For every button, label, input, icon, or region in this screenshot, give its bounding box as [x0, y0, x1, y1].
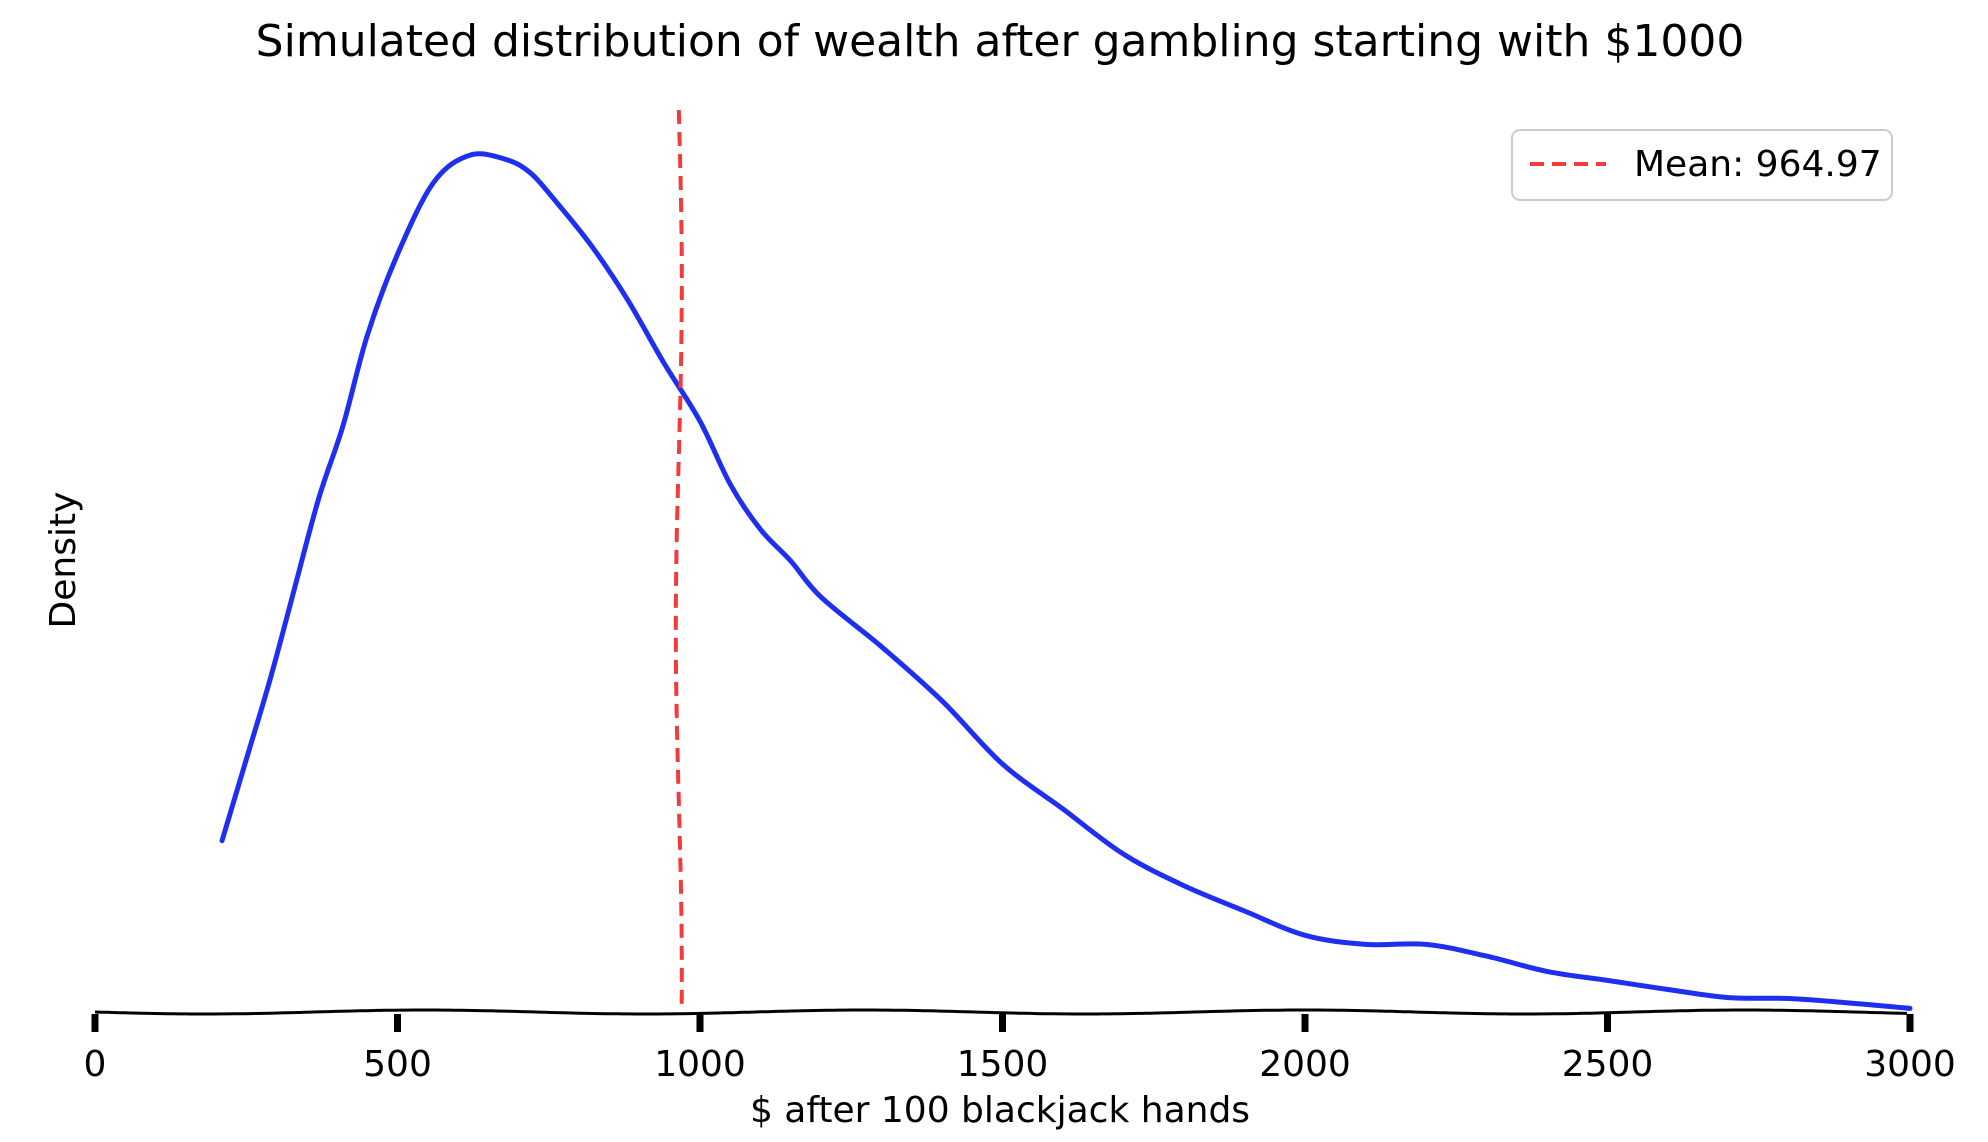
- y-axis-label: Density: [43, 492, 84, 629]
- x-ticks: 0 500 1000 1500 2000 2500 3000: [84, 1014, 1956, 1085]
- x-tick-label: 3000: [1864, 1044, 1956, 1085]
- x-tick-label: 2000: [1259, 1044, 1351, 1085]
- x-tick-label: 1500: [957, 1044, 1049, 1085]
- x-tick-label: 1000: [654, 1044, 746, 1085]
- density-curve: [219, 151, 1913, 1011]
- x-tick-label: 0: [84, 1044, 107, 1085]
- chart-title: Simulated distribution of wealth after g…: [256, 16, 1745, 67]
- x-axis-line: [94, 1008, 1908, 1016]
- series-layer: [219, 109, 1913, 1011]
- legend: Mean: 964.97: [1511, 129, 1893, 201]
- mean-line: [673, 109, 684, 1011]
- x-axis-label: $ after 100 blackjack hands: [750, 1090, 1250, 1131]
- legend-box: [1511, 129, 1893, 201]
- x-tick-label: 500: [363, 1044, 432, 1085]
- x-tick-label: 2500: [1562, 1044, 1654, 1085]
- legend-label-mean: Mean: 964.97: [1634, 144, 1882, 185]
